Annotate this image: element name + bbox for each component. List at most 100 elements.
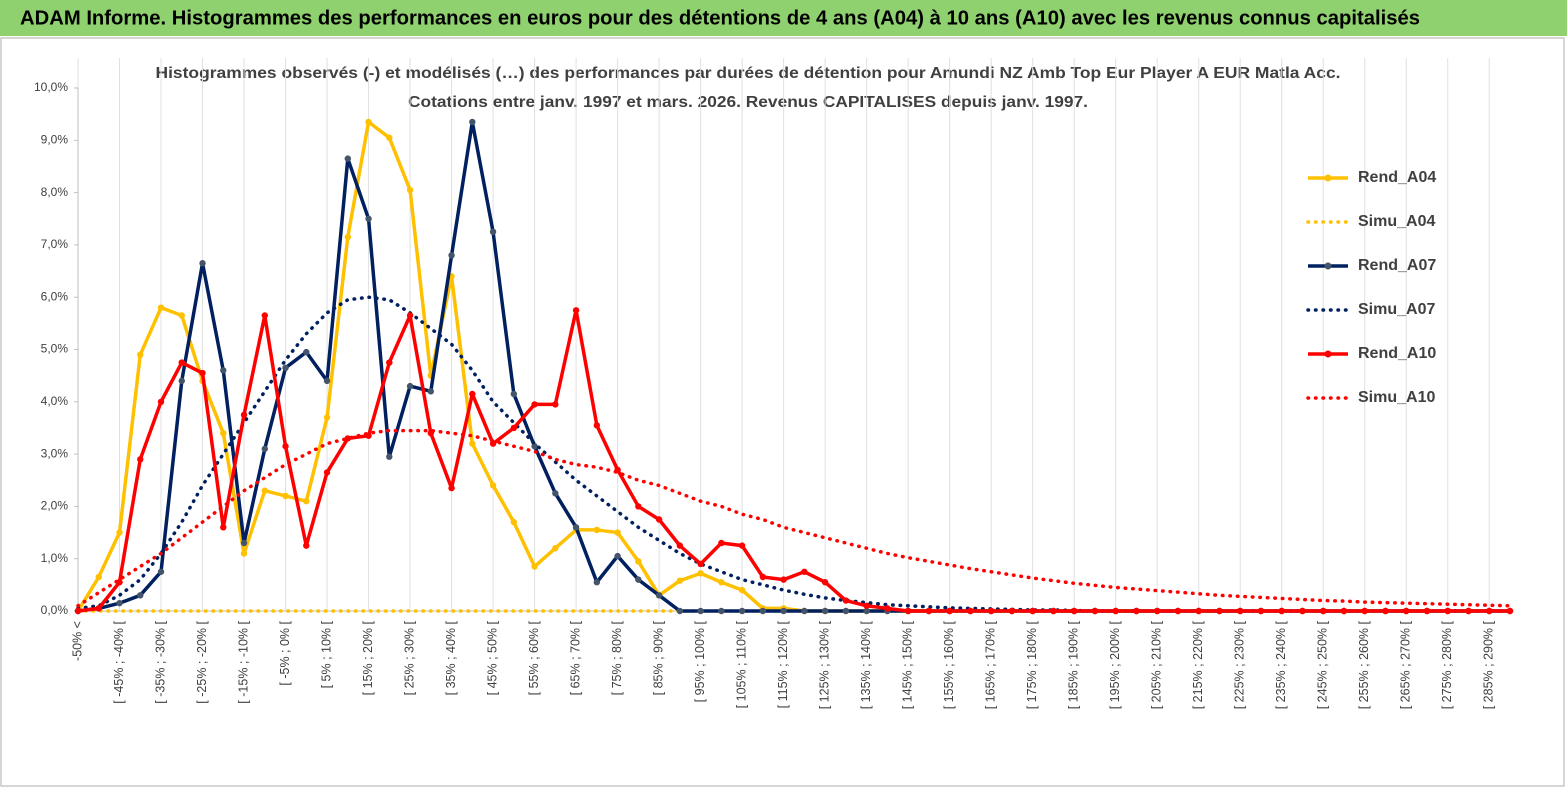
point (137, 351, 144, 358)
x-tick-label: [ 195% ; 200% [ (1108, 620, 1122, 709)
point (572, 307, 580, 314)
point (718, 607, 725, 615)
x-tick-label: [ 15% ; 20% [ (361, 620, 375, 695)
point (1340, 607, 1348, 615)
point (510, 390, 518, 398)
point (178, 312, 185, 319)
point (738, 542, 746, 549)
point (116, 529, 123, 536)
point (157, 304, 165, 311)
point (1133, 607, 1140, 615)
x-tick-label: [ 205% ; 210% [ (1149, 620, 1163, 709)
point (1444, 607, 1451, 615)
legend-label: Simu_A04 (1358, 213, 1435, 230)
legend-label: Rend_A04 (1358, 169, 1436, 186)
point (406, 186, 414, 194)
point (365, 215, 372, 222)
series-line (77, 120, 1510, 613)
point (1029, 607, 1036, 615)
x-tick-label: [ 135% ; 140% [ (859, 620, 873, 709)
point (1506, 607, 1514, 615)
point (282, 364, 289, 372)
point (884, 605, 891, 612)
point (220, 524, 227, 531)
point (199, 369, 206, 377)
point (552, 545, 559, 552)
legend-label: Simu_A10 (1358, 389, 1435, 406)
x-tick-label: [ -45% ; -40% [ (112, 620, 126, 703)
point (178, 377, 185, 385)
x-tick-label: [ 115% ; 120% [ (776, 620, 790, 708)
point (697, 607, 704, 615)
point (842, 607, 850, 615)
point (489, 482, 497, 489)
point (676, 577, 684, 584)
point (365, 118, 372, 126)
point (323, 469, 331, 476)
point (282, 443, 289, 450)
point (552, 401, 559, 408)
point (1361, 607, 1368, 615)
point (469, 440, 476, 447)
x-tick-label: -50% < (70, 621, 84, 661)
point (469, 118, 476, 126)
x-tick-label: [ 65% ; 70% [ (568, 620, 582, 695)
point (1278, 607, 1285, 615)
y-tick-label: 2,0% (41, 499, 69, 513)
point (531, 443, 538, 450)
point (593, 422, 601, 429)
banner (0, 0, 1567, 36)
point (406, 312, 414, 319)
point (74, 607, 82, 615)
point (1403, 607, 1410, 615)
point (987, 607, 995, 615)
x-tick-label: [ 225% ; 230% [ (1232, 620, 1246, 709)
point (406, 382, 414, 390)
point (157, 568, 165, 575)
point (489, 228, 497, 236)
point (531, 563, 538, 570)
point (635, 503, 642, 510)
point (1153, 607, 1161, 615)
point (1174, 607, 1182, 615)
y-tick-label: 0,0% (41, 603, 69, 617)
point (1257, 607, 1265, 615)
series-line (76, 428, 1512, 608)
chart-subtitle: Cotations entre janv. 1997 et mars. 2026… (408, 94, 1088, 111)
x-tick-label: [ 105% ; 110% [ (734, 620, 748, 708)
legend-label: Rend_A10 (1358, 345, 1436, 362)
x-tick-label: [ -15% ; -10% [ (236, 620, 250, 703)
point (842, 597, 850, 604)
x-tick-label: [ 275% ; 280% [ (1440, 620, 1454, 709)
y-tick-label: 4,0% (41, 394, 69, 408)
point (157, 398, 165, 405)
point (427, 388, 435, 395)
point (303, 348, 310, 356)
y-tick-label: 3,0% (41, 446, 69, 460)
point (780, 607, 787, 615)
point (137, 456, 144, 463)
point (614, 552, 621, 560)
point (261, 445, 268, 453)
series-line (76, 120, 1510, 613)
point (448, 252, 455, 259)
x-tick-label: [ 165% ; 170% [ (983, 620, 997, 709)
point (344, 435, 351, 442)
point (593, 579, 601, 586)
point (1382, 607, 1389, 615)
point (240, 550, 248, 557)
legend-marker (1324, 350, 1332, 358)
x-tick-label: [ 175% ; 180% [ (1025, 620, 1039, 709)
legend-marker (1324, 174, 1332, 182)
x-tick-label: [ 75% ; 80% [ (610, 620, 624, 695)
point (759, 573, 767, 581)
x-tick-label: [ 125% ; 130% [ (817, 620, 831, 709)
point (697, 560, 704, 568)
x-tick-label: [ 215% ; 220% [ (1191, 620, 1205, 709)
series-line (76, 295, 1512, 613)
point (303, 542, 310, 549)
point (199, 260, 206, 267)
point (801, 607, 808, 615)
point (220, 429, 227, 437)
